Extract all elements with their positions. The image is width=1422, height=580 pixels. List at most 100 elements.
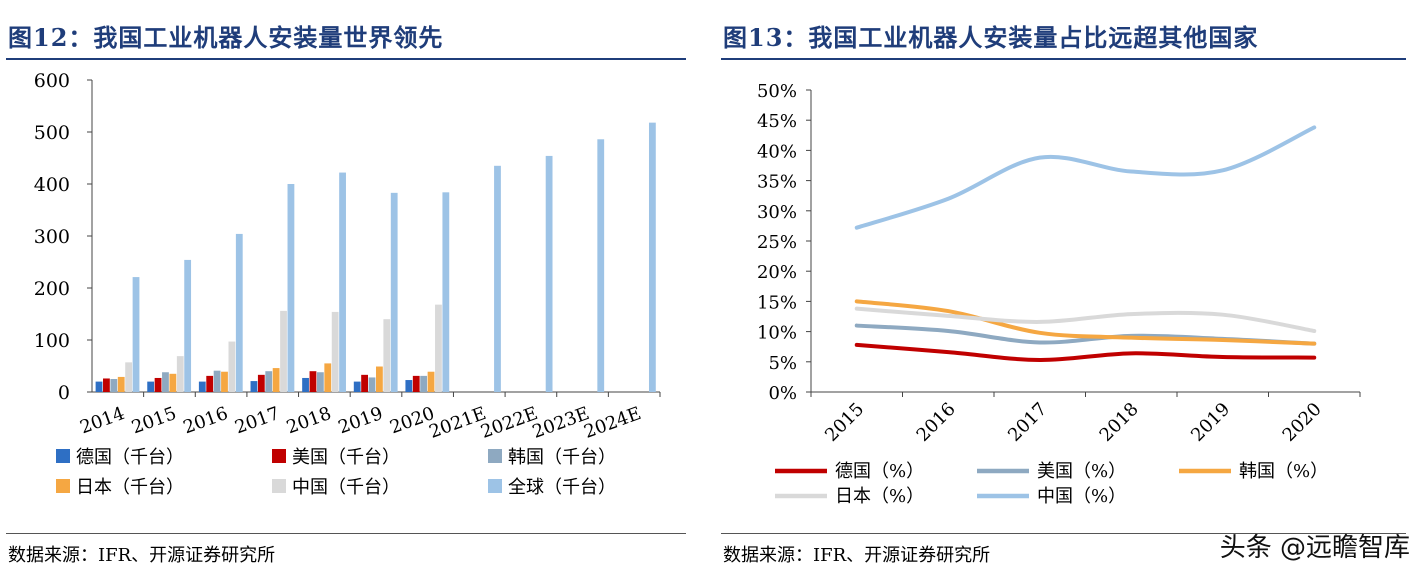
y-tick-label: 100 [34, 330, 70, 352]
bar [184, 259, 192, 392]
legend-label: 德国（千台） [76, 447, 184, 468]
legend-label: 美国（%） [1037, 461, 1126, 482]
legend-swatch [272, 479, 286, 493]
y-tick-label: 50% [757, 81, 797, 102]
bar [420, 375, 428, 392]
bar [95, 381, 103, 392]
x-tick-label: 2014 [77, 403, 127, 438]
bar [597, 139, 605, 392]
bar [494, 165, 501, 392]
bar [368, 377, 376, 392]
bar [412, 375, 420, 392]
x-tick-label: 2016 [913, 399, 960, 446]
legend-swatch [56, 449, 70, 463]
left-source-note: 数据来源：IFR、开源证券研究所 [8, 545, 276, 566]
title-rule [6, 58, 686, 60]
bar [162, 372, 169, 392]
bar [228, 341, 236, 392]
bar [324, 363, 332, 392]
bar [125, 362, 133, 392]
bar [435, 304, 442, 392]
source-rule [6, 533, 686, 534]
legend-label: 韩国（%） [1239, 461, 1328, 482]
right-chart-panel: 图13：我国工业机器人安装量占比远超其他国家 0% 5% 10% 15% 20% 25% 3… [715, 0, 1422, 580]
bar [383, 319, 391, 392]
bar [117, 376, 125, 392]
bar [302, 377, 309, 392]
x-tick-label: 2024E [581, 403, 644, 443]
legend-label: 德国（%） [835, 461, 924, 482]
legend-swatch [56, 479, 70, 493]
series-line [854, 306, 1317, 333]
y-tick-label: 500 [34, 122, 70, 144]
x-tick-label: 2015 [821, 399, 868, 446]
bar [235, 233, 243, 392]
right-source-note: 数据来源：IFR、开源证券研究所 [723, 545, 991, 566]
series-line [854, 299, 1317, 346]
bar [198, 381, 206, 392]
y-tick-label: 0% [768, 383, 797, 404]
y-tick-label: 35% [757, 172, 797, 193]
title-rule [721, 58, 1406, 60]
bar [213, 370, 221, 392]
legend-label: 日本（%） [835, 486, 924, 507]
share-line-chart: 0% 5% 10% 15% 20% 25% 30% 35% 40% 45% 50% 2015 2016 2… [757, 81, 1361, 507]
legend-swatch [488, 479, 502, 493]
y-tick-label: 45% [757, 111, 797, 132]
legend-label: 全球（千台） [508, 477, 616, 498]
bar [272, 368, 280, 392]
y-tick-label: 10% [757, 323, 797, 344]
bar [280, 310, 287, 392]
bar [339, 172, 346, 392]
watermark: 头条 @远瞻智库 [1219, 533, 1410, 563]
y-tick-label: 400 [34, 174, 70, 196]
bar [176, 356, 184, 392]
legend-label: 中国（千台） [292, 477, 400, 498]
bar [361, 374, 368, 392]
bar [287, 184, 295, 392]
bar [405, 380, 413, 392]
x-tick-label: 2018 [284, 403, 334, 438]
y-tick-label: 15% [757, 292, 797, 313]
y-tick-label: 25% [757, 232, 797, 253]
y-tick-label: 20% [757, 262, 797, 283]
x-tick-label: 2020 [1279, 399, 1326, 446]
bar [442, 192, 450, 392]
bar [545, 155, 553, 392]
right-chart-title: 图13：我国工业机器人安装量占比远超其他国家 [723, 23, 1259, 52]
bar [147, 381, 155, 392]
bar [353, 381, 361, 392]
bar [169, 373, 177, 392]
left-chart-panel: 图12：我国工业机器人安装量世界领先 0 100 200 300 400 500 600 20… [0, 0, 700, 580]
bar [250, 381, 258, 392]
legend-label: 中国（%） [1037, 486, 1126, 507]
left-chart-title: 图12：我国工业机器人安装量世界领先 [8, 23, 444, 52]
source-rule [721, 533, 1406, 534]
y-tick-label: 30% [757, 202, 797, 223]
bar [427, 371, 435, 392]
y-tick-label: 200 [34, 278, 70, 300]
legend-label: 韩国（千台） [508, 447, 616, 468]
bar [376, 366, 383, 392]
bar [257, 374, 265, 392]
bar [154, 377, 162, 392]
x-tick-label: 2019 [1187, 399, 1234, 446]
legend-swatch [488, 449, 502, 463]
bar [221, 371, 228, 392]
y-tick-label: 40% [757, 141, 797, 162]
bar [103, 378, 110, 392]
x-tick-label: 2017 [232, 403, 282, 438]
legend-label: 美国（千台） [292, 447, 400, 468]
y-tick-label: 0 [58, 382, 70, 404]
bar [331, 311, 339, 392]
x-tick-label: 2017 [1004, 399, 1051, 446]
y-tick-label: 5% [768, 353, 797, 374]
x-tick-label: 2018 [1096, 399, 1143, 446]
y-tick-label: 300 [34, 226, 70, 248]
x-tick-label: 2015 [129, 403, 179, 438]
bar [110, 379, 118, 392]
x-tick-label: 2016 [181, 403, 231, 438]
legend-label: 日本（千台） [76, 477, 184, 498]
legend-swatch [272, 449, 286, 463]
bar [265, 371, 273, 392]
